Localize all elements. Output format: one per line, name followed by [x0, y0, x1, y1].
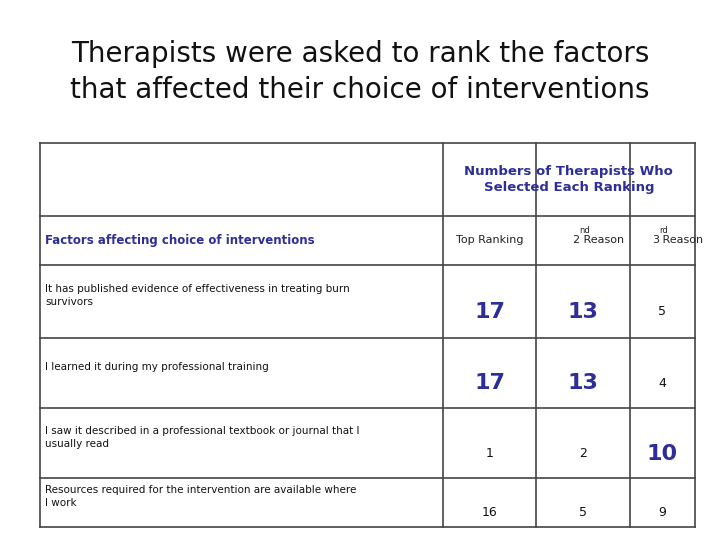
Text: Resources required for the intervention are available where
I work: Resources required for the intervention … — [45, 485, 356, 508]
Text: Top Ranking: Top Ranking — [456, 235, 523, 245]
Text: 4: 4 — [659, 377, 666, 390]
Text: Factors affecting choice of interventions: Factors affecting choice of intervention… — [45, 234, 315, 247]
Text: rd: rd — [659, 226, 667, 235]
Text: 13: 13 — [568, 302, 598, 322]
Text: 17: 17 — [474, 373, 505, 394]
Text: Reason: Reason — [580, 235, 624, 245]
Text: nd: nd — [580, 226, 590, 235]
Text: 5: 5 — [579, 507, 588, 519]
Text: 10: 10 — [647, 443, 678, 464]
Text: 2: 2 — [572, 235, 580, 245]
Text: Numbers of Therapists Who
Selected Each Ranking: Numbers of Therapists Who Selected Each … — [464, 165, 673, 194]
Text: Reason: Reason — [659, 235, 703, 245]
Text: 13: 13 — [568, 373, 598, 394]
Text: 16: 16 — [482, 507, 498, 519]
Text: Therapists were asked to rank the factors
that affected their choice of interven: Therapists were asked to rank the factor… — [71, 40, 649, 104]
Text: I learned it during my professional training: I learned it during my professional trai… — [45, 362, 269, 372]
Text: 1: 1 — [486, 447, 493, 460]
Text: I saw it described in a professional textbook or journal that I
usually read: I saw it described in a professional tex… — [45, 426, 360, 449]
Text: 3: 3 — [652, 235, 659, 245]
Text: 5: 5 — [658, 305, 667, 319]
Text: 2: 2 — [580, 447, 587, 460]
Text: 9: 9 — [659, 507, 666, 519]
Text: 17: 17 — [474, 302, 505, 322]
Text: It has published evidence of effectiveness in treating burn
survivors: It has published evidence of effectivene… — [45, 284, 350, 307]
